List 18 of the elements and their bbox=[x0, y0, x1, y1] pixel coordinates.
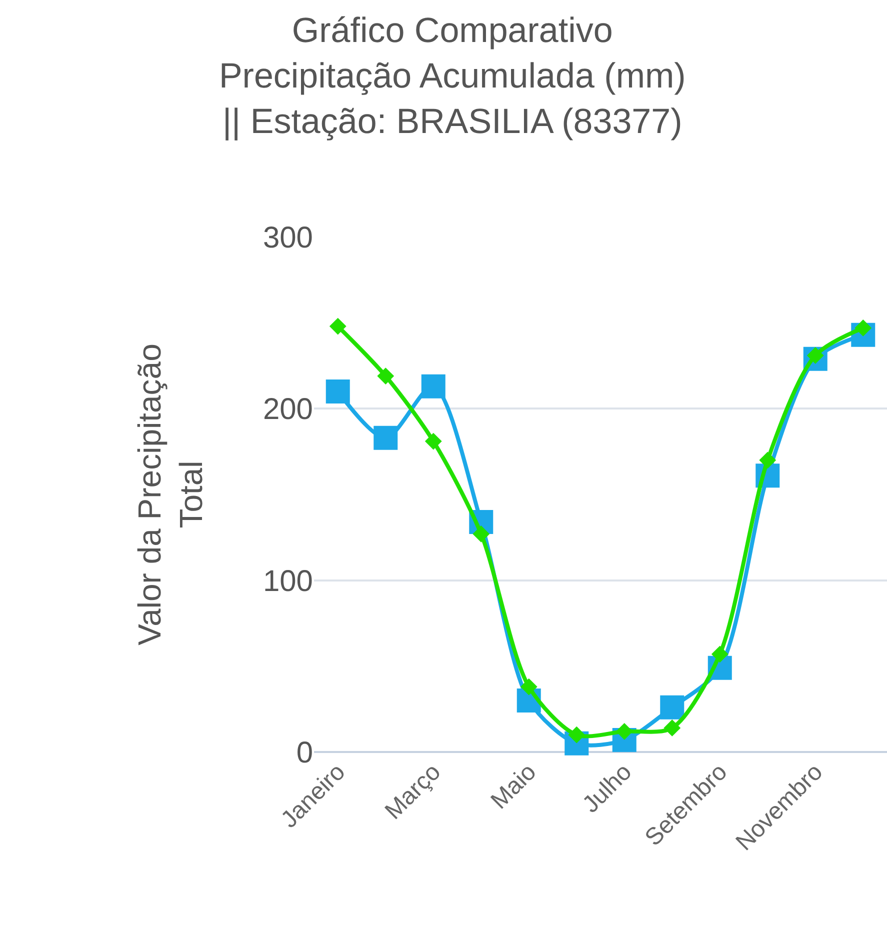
point bbox=[664, 720, 681, 736]
chart-title: Gráfico Comparativo Precipitação Acumulada (mm) || Estação: BRASILIA (83377) bbox=[218, 11, 686, 142]
point bbox=[329, 318, 346, 335]
point bbox=[424, 432, 442, 450]
y-axis-title: Valor da Precipitação Total bbox=[132, 344, 210, 646]
point bbox=[711, 646, 728, 663]
point bbox=[326, 380, 350, 404]
point bbox=[660, 695, 684, 720]
y-tick-label: 100 bbox=[262, 564, 313, 598]
y-tick-label: 300 bbox=[262, 222, 313, 254]
point bbox=[421, 374, 446, 398]
point bbox=[374, 426, 398, 450]
point bbox=[377, 368, 394, 384]
point bbox=[520, 678, 538, 696]
y-tick-label: 0 bbox=[296, 736, 313, 770]
point bbox=[759, 452, 776, 469]
point bbox=[472, 526, 490, 542]
y-tick-label: 200 bbox=[262, 393, 313, 426]
